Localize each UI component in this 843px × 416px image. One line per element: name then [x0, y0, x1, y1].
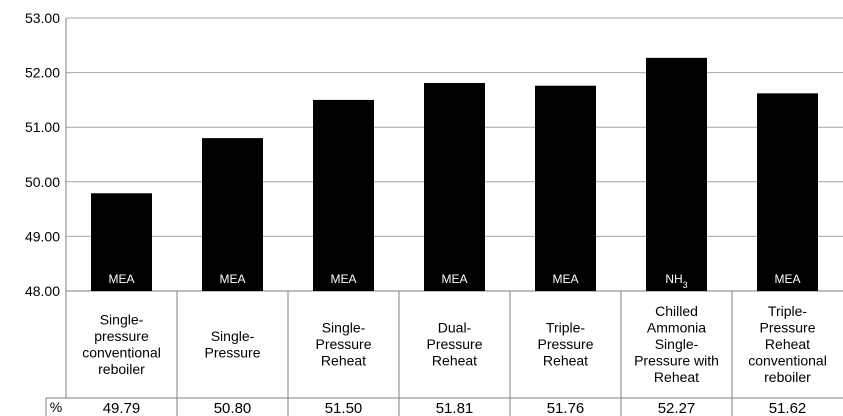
y-axis-tick-labels: 48.00 49.00 50.00 51.00 52.00 53.00: [25, 10, 60, 299]
value-label: 52.27: [658, 400, 696, 416]
value-label: 51.81: [436, 400, 474, 416]
value-label: 51.62: [769, 400, 807, 416]
category-label: Chilled Ammonia Single-Pressure with Reheat: [634, 303, 719, 385]
category-label: Dual-Pressure Reheat: [426, 320, 482, 369]
bar-tag-label: MEA: [552, 272, 578, 286]
bar: [646, 57, 707, 291]
y-tick-label: 49.00: [25, 228, 60, 244]
bar-tag-label: MEA: [219, 272, 245, 286]
bars: MEA MEA MEA MEA MEA NH3 MEA: [91, 57, 818, 292]
bar: [202, 138, 263, 291]
bar-tag-label: MEA: [441, 272, 467, 286]
value-label: 51.76: [547, 400, 585, 416]
bar-tag-label: MEA: [774, 272, 800, 286]
category-label: Single-Pressure Reheat: [315, 320, 371, 369]
y-tick-label: 50.00: [25, 174, 60, 190]
bar: [313, 99, 374, 292]
bar-tag-label: MEA: [330, 272, 356, 286]
value-label: 50.80: [214, 400, 252, 416]
bar-tag-label: MEA: [108, 272, 134, 286]
bar: [424, 82, 485, 291]
value-label: 51.50: [325, 400, 363, 416]
bar: [91, 193, 152, 291]
y-tick-label: 51.00: [25, 119, 60, 135]
y-tick-label: 52.00: [25, 65, 60, 81]
bar: [757, 93, 818, 292]
category-label: Single-pressure conventional reboiler: [82, 311, 161, 377]
category-label: Triple-Pressure Reheat conventional reboile…: [748, 303, 827, 385]
value-label: 49.79: [103, 400, 141, 416]
row-label-percent: %: [50, 399, 62, 415]
bar: [535, 85, 596, 291]
category-label: Triple-Pressure Reheat: [537, 320, 593, 369]
bar-tag-label: NH3: [665, 272, 687, 290]
y-tick-label: 48.00: [25, 283, 60, 299]
y-tick-label: 53.00: [25, 10, 60, 26]
category-label: Single-Pressure: [204, 328, 260, 361]
data-table: Single-pressure conventional reboiler Singl…: [45, 291, 843, 416]
